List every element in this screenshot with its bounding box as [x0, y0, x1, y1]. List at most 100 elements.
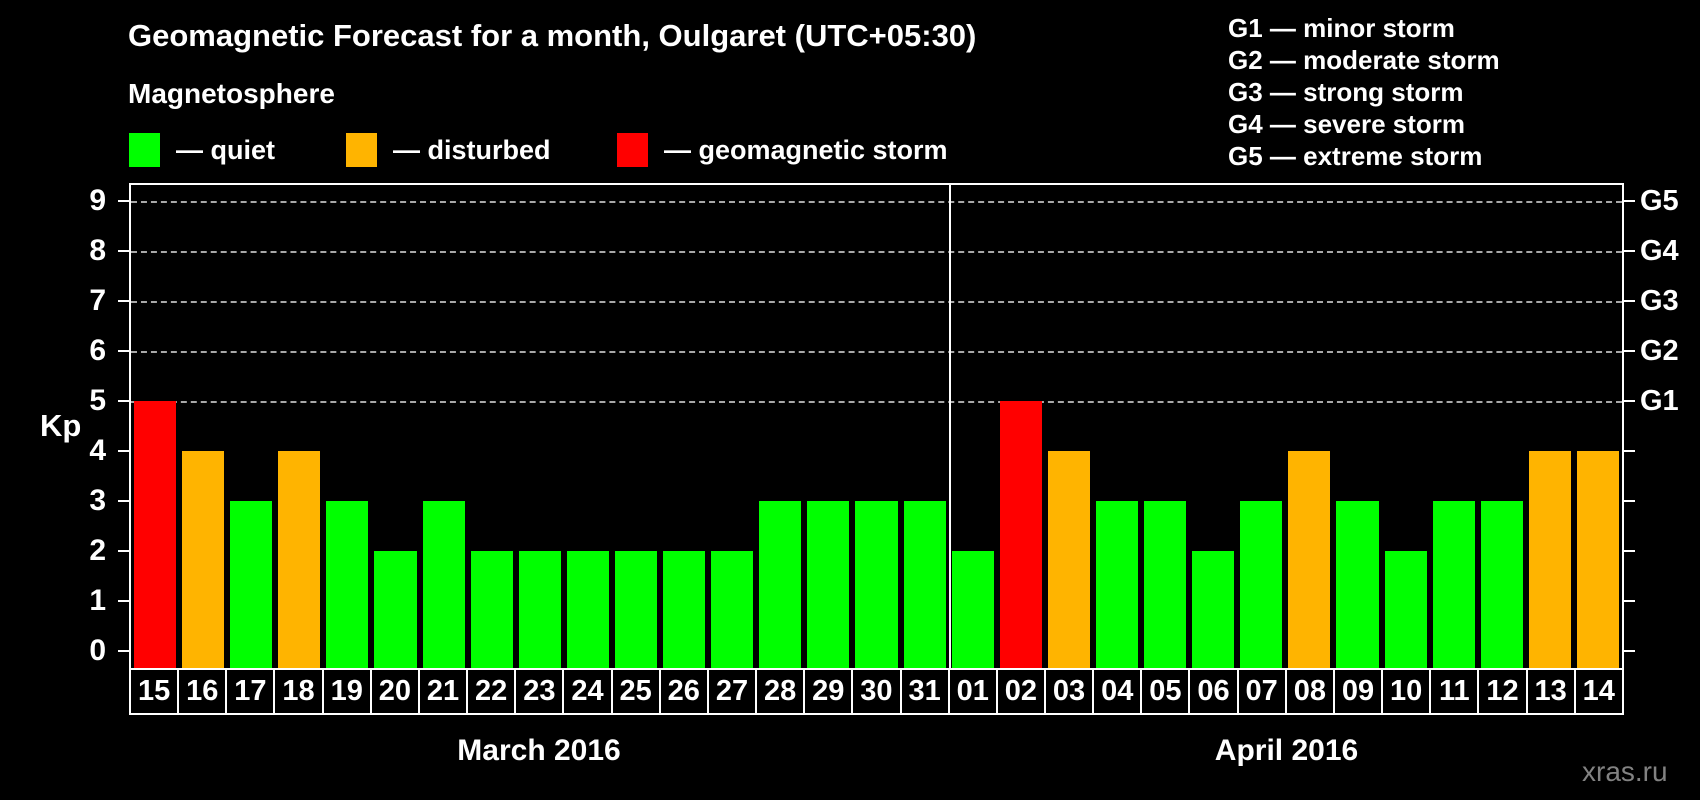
day-cell: 21	[417, 668, 469, 715]
kp-bar	[230, 501, 273, 668]
day-cell: 14	[1573, 668, 1624, 715]
g-level-label: G3	[1640, 285, 1679, 317]
kp-bar	[1480, 501, 1523, 668]
legend-item-storm: — geomagnetic storm	[617, 133, 948, 167]
kp-bar	[663, 551, 706, 668]
y-axis-title: Kp	[40, 408, 82, 443]
kp-tick-label: 7	[89, 284, 106, 317]
g-level-label: G4	[1640, 235, 1679, 267]
page-title: Geomagnetic Forecast for a month, Oulgar…	[128, 18, 977, 53]
day-cell: 30	[851, 668, 902, 715]
kp-bar	[711, 551, 754, 668]
day-cell: 19	[321, 668, 372, 715]
magnetosphere-legend: — quiet — disturbed — geomagnetic storm	[129, 132, 948, 168]
day-cell: 28	[755, 668, 806, 715]
kp-bar	[1432, 501, 1475, 668]
day-cell: 05	[1140, 668, 1191, 715]
legend-item-quiet: — quiet	[129, 133, 346, 167]
day-cell: 31	[899, 668, 950, 715]
day-cell: 04	[1092, 668, 1143, 715]
day-cell: 06	[1188, 668, 1239, 715]
left-axis-tick	[118, 300, 129, 302]
kp-bar	[1336, 501, 1379, 668]
month-label-march: March 2016	[457, 734, 621, 767]
kp-bar	[1047, 451, 1090, 668]
kp-bar	[1240, 501, 1283, 668]
right-axis-tick	[1624, 250, 1635, 252]
left-axis-tick	[118, 500, 129, 502]
kp-bar	[422, 501, 465, 668]
kp-bar	[903, 501, 946, 668]
day-cell: 10	[1381, 668, 1432, 715]
right-axis-tick	[1624, 350, 1635, 352]
right-axis-tick	[1624, 600, 1635, 602]
kp-tick-label: 2	[89, 534, 106, 567]
kp-tick-label: 5	[89, 384, 106, 417]
right-axis-tick	[1624, 650, 1635, 652]
kp-bar	[134, 401, 177, 668]
kp-tick-label: 0	[89, 634, 106, 667]
g-scale-legend: G1 — minor storm G2 — moderate storm G3 — …	[1228, 12, 1500, 172]
right-axis-tick	[1624, 300, 1635, 302]
month-label-april: April 2016	[1214, 734, 1359, 767]
kp-bar	[278, 451, 321, 668]
g-legend-line: G2 — moderate storm	[1228, 45, 1500, 75]
day-cell: 22	[466, 668, 517, 715]
day-cell: 08	[1284, 668, 1335, 715]
day-cell: 07	[1236, 668, 1287, 715]
day-cell: 29	[803, 668, 854, 715]
left-axis-tick	[118, 450, 129, 452]
day-cell: 11	[1429, 668, 1480, 715]
right-axis-tick	[1624, 550, 1635, 552]
day-axis-row: 15 16 17 18 19 20 21 22 23 24 25 26 27 28 29 30 31 01 02 03…	[129, 668, 1624, 715]
kp-gridline	[131, 251, 1622, 253]
kp-bar	[855, 501, 898, 668]
kp-bar	[518, 551, 561, 668]
kp-tick-label: 9	[89, 184, 106, 217]
g-legend-line: G1 — minor storm	[1228, 13, 1455, 43]
kp-tick-label: 6	[89, 334, 106, 367]
day-cell: 20	[369, 668, 420, 715]
day-cell: 13	[1525, 668, 1576, 715]
right-axis-tick	[1624, 200, 1635, 202]
left-axis-tick	[118, 350, 129, 352]
day-cell: 23	[514, 668, 565, 715]
day-cell: 15	[129, 668, 180, 715]
kp-bar	[1576, 451, 1619, 668]
left-axis-tick	[118, 650, 129, 652]
kp-bar	[951, 551, 994, 668]
left-axis-tick	[118, 550, 129, 552]
kp-bar	[1528, 451, 1571, 668]
day-cell: 26	[658, 668, 709, 715]
kp-bar	[999, 401, 1042, 668]
day-cell: 03	[1043, 668, 1095, 715]
legend-label: — geomagnetic storm	[664, 134, 948, 165]
kp-gridline	[131, 401, 1622, 403]
day-cell: 17	[225, 668, 276, 715]
kp-gridline	[131, 201, 1622, 203]
kp-bar	[182, 451, 225, 668]
g-level-label: G1	[1640, 385, 1679, 417]
right-axis-tick	[1624, 500, 1635, 502]
right-axis-tick	[1624, 400, 1635, 402]
kp-bar	[326, 501, 369, 668]
g-level-label: G2	[1640, 335, 1679, 367]
kp-bar	[374, 551, 417, 668]
kp-tick-label: 4	[89, 434, 106, 467]
kp-bar	[807, 501, 850, 668]
kp-bar	[1192, 551, 1235, 668]
day-cell: 12	[1477, 668, 1528, 715]
kp-bar	[1095, 501, 1139, 668]
day-cell: 02	[995, 668, 1046, 715]
legend-label: — disturbed	[393, 134, 551, 165]
day-cell: 01	[947, 668, 998, 715]
right-axis-tick	[1624, 450, 1635, 452]
kp-gridline	[131, 351, 1622, 353]
g-level-label: G5	[1640, 185, 1679, 217]
day-cell: 16	[177, 668, 228, 715]
magnetosphere-label: Magnetosphere	[128, 78, 335, 109]
g-legend-line: G3 — strong storm	[1228, 77, 1464, 107]
left-axis-tick	[118, 200, 129, 202]
kp-gridline	[131, 301, 1622, 303]
